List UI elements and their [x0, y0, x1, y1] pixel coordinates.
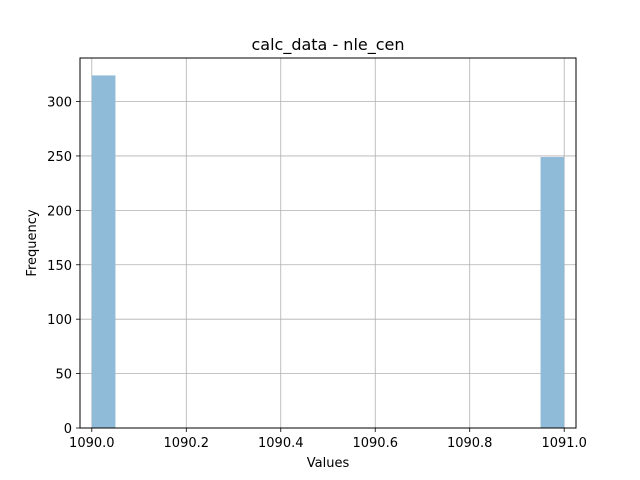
x-tick-label: 1090.4: [258, 436, 304, 451]
x-tick-label: 1090.0: [69, 436, 115, 451]
histogram-bars: [91, 75, 565, 428]
y-tick-label: 0: [64, 422, 72, 437]
x-axis-title: Values: [307, 456, 350, 471]
x-tick-label: 1090.6: [352, 436, 398, 451]
histogram-bar: [91, 75, 116, 428]
y-tick-label: 300: [47, 96, 72, 111]
x-tick-label: 1090.2: [164, 436, 210, 451]
y-tick-label: 200: [47, 204, 72, 219]
y-tick-label: 150: [47, 259, 72, 274]
chart-title: calc_data - nle_cen: [251, 35, 404, 55]
histogram-bar: [540, 157, 565, 428]
axis-ticks: 1090.0 1090.2 1090.4 1090.6 1090.8 1091.0 0 50 1…: [47, 96, 587, 451]
x-tick-label: 1091.0: [541, 436, 587, 451]
y-tick-label: 100: [47, 313, 72, 328]
y-tick-label: 250: [47, 150, 72, 165]
plot-area-frame: [79, 57, 577, 429]
grid-lines: [80, 58, 576, 429]
x-tick-label: 1090.8: [447, 436, 493, 451]
y-tick-label: 50: [55, 368, 72, 383]
y-axis-title: Frequency: [25, 209, 40, 276]
